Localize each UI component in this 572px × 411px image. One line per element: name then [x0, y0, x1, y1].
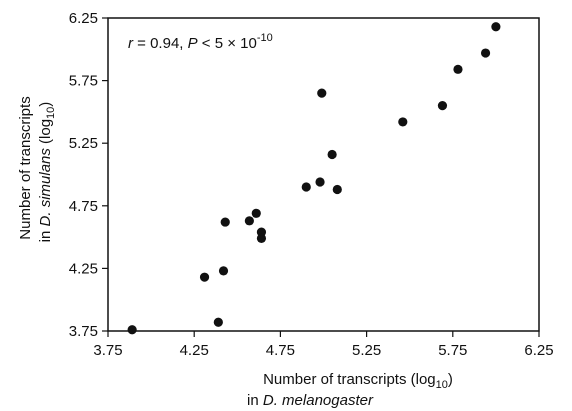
y-tick-label: 6.25 [69, 10, 98, 27]
x-axis-ticks: 3.75 4.25 4.75 5.25 5.75 6.25 [93, 331, 554, 359]
x-axis-label-species: in D. melanogaster [247, 392, 374, 409]
correlation-annotation: r = 0.94, P < 5 × 10-10 [128, 32, 273, 52]
data-point [127, 325, 137, 335]
x-tick-label: 3.75 [93, 342, 122, 359]
y-axis-label-species: in D. simulans (log10) [37, 102, 57, 243]
x-tick-label: 5.75 [438, 342, 467, 359]
x-tick-label: 4.75 [266, 342, 295, 359]
y-tick-label: 3.75 [69, 323, 98, 340]
x-tick-label: 4.25 [180, 342, 209, 359]
x-tick-label: 6.25 [524, 342, 553, 359]
data-point [315, 177, 325, 187]
data-point [480, 48, 491, 58]
data-point [398, 117, 408, 127]
data-point [317, 88, 327, 98]
data-point [491, 22, 501, 32]
data-point [332, 184, 342, 195]
data-point [220, 217, 230, 227]
data-point [218, 266, 229, 276]
y-axis-ticks: 3.75 4.25 4.75 5.25 5.75 6.25 [69, 10, 108, 340]
data-point [453, 64, 463, 74]
y-tick-label: 5.25 [69, 135, 98, 152]
y-axis-label: Number of transcripts [17, 96, 34, 239]
data-point [251, 208, 261, 218]
plot-frame [107, 17, 540, 332]
y-tick-label: 4.25 [69, 260, 98, 277]
data-point [244, 216, 254, 226]
data-point [437, 101, 448, 111]
data-point [327, 149, 337, 160]
data-point [301, 182, 311, 192]
x-tick-label: 5.25 [352, 342, 381, 359]
y-tick-label: 5.75 [69, 73, 98, 90]
x-axis-label: Number of transcripts (log10) [263, 371, 453, 391]
data-point [213, 317, 223, 327]
data-points [127, 22, 501, 335]
data-point [199, 272, 210, 282]
data-point [256, 233, 267, 243]
y-tick-label: 4.75 [69, 198, 98, 215]
